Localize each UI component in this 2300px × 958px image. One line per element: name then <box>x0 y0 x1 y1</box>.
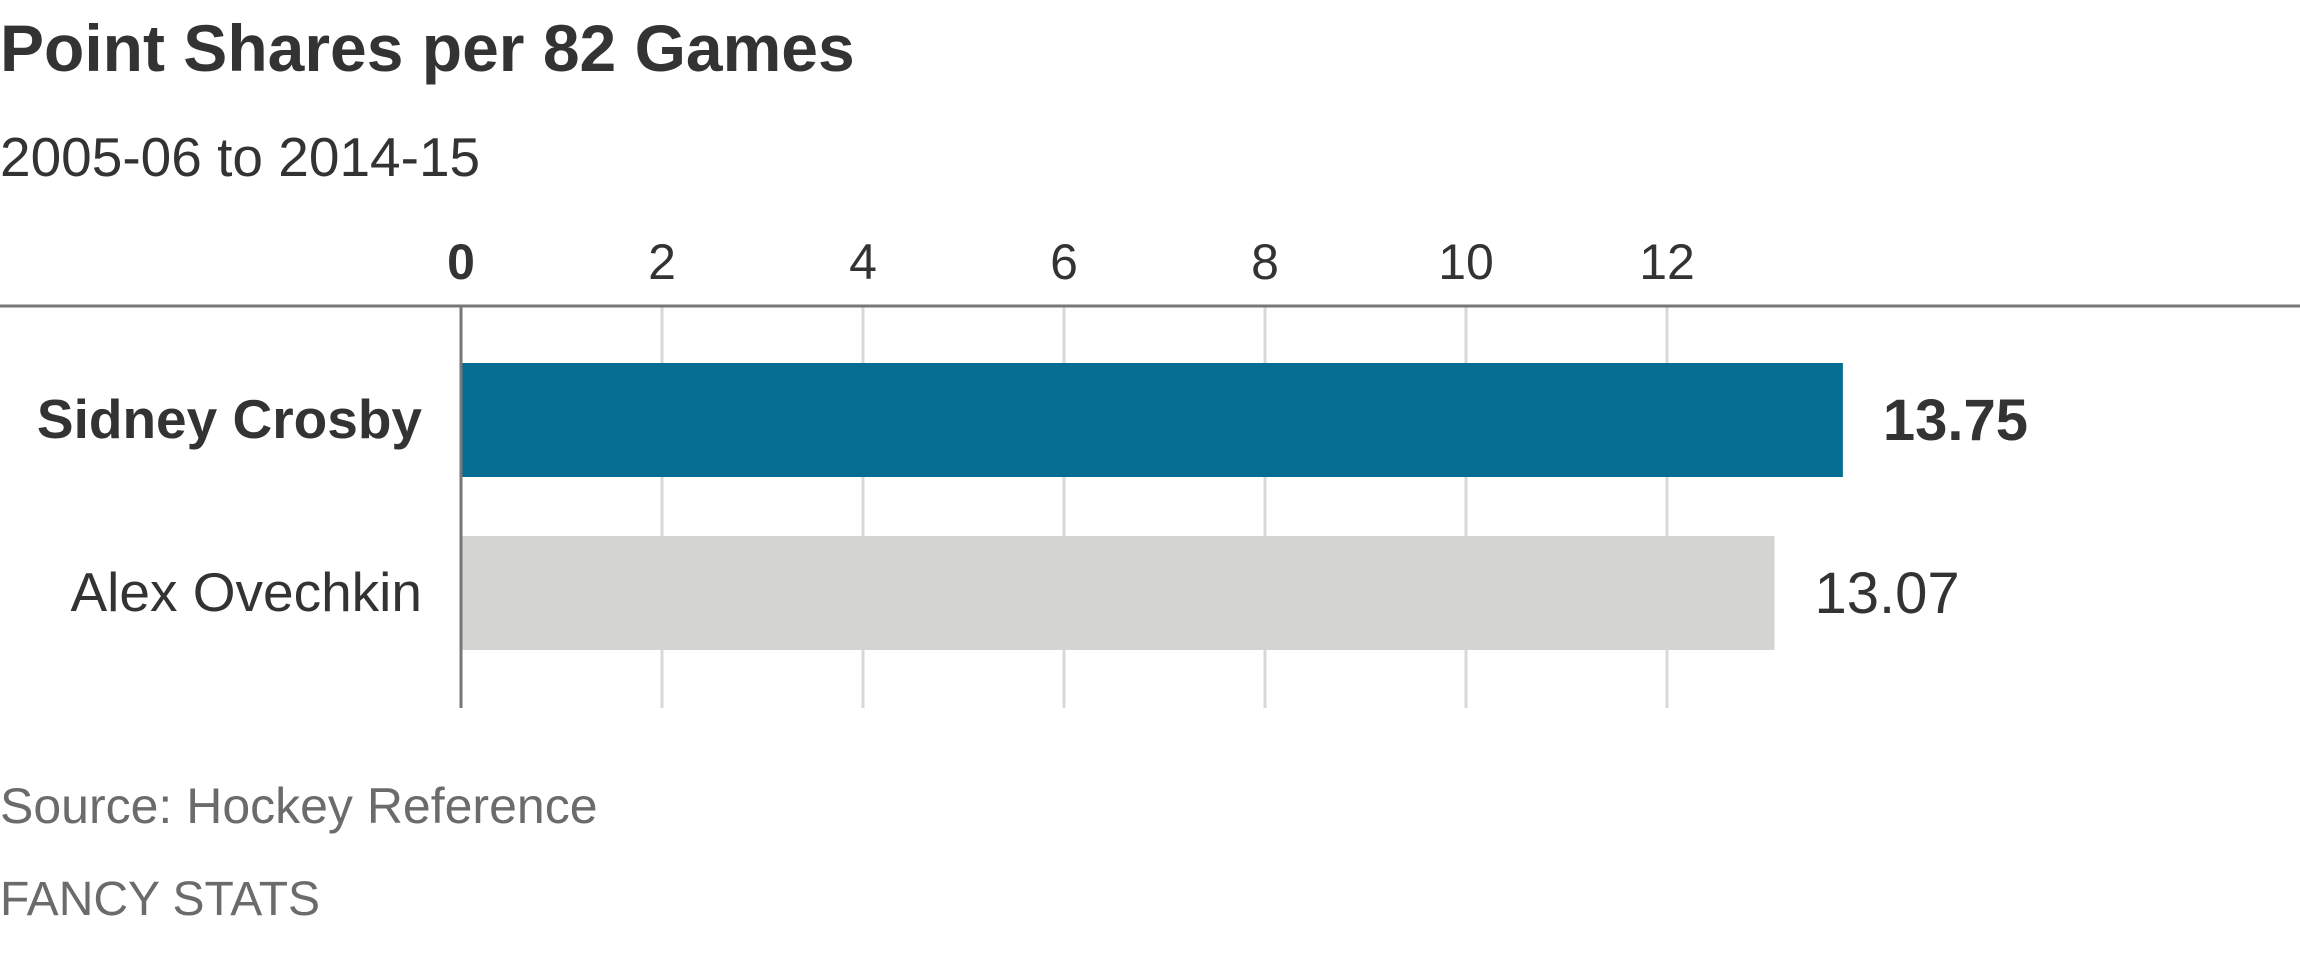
x-tick-label: 0 <box>447 234 475 290</box>
x-tick-label: 12 <box>1639 234 1695 290</box>
x-tick-label: 4 <box>849 234 877 290</box>
category-label: Sidney Crosby <box>37 388 423 450</box>
bar <box>461 363 1843 477</box>
x-tick-label: 10 <box>1438 234 1494 290</box>
category-label: Alex Ovechkin <box>70 561 422 623</box>
x-tick-label: 2 <box>648 234 676 290</box>
source-note: Source: Hockey Reference <box>0 778 598 834</box>
data-label: 13.07 <box>1815 561 1960 626</box>
chart-subtitle: 2005-06 to 2014-15 <box>0 126 481 188</box>
bar <box>461 536 1775 650</box>
chart-title: Point Shares per 82 Games <box>0 11 855 85</box>
data-label: 13.75 <box>1883 388 2028 453</box>
credit-label: FANCY STATS <box>0 873 321 926</box>
x-tick-label: 6 <box>1050 234 1078 290</box>
bar-chart: 0 2 4 6 8 10 12 Sidney Crosby 13.75 Alex Ovechkin… <box>0 234 2300 708</box>
x-tick-label: 8 <box>1251 234 1279 290</box>
